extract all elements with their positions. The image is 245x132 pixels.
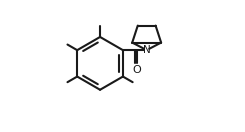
Text: N: N xyxy=(143,45,151,55)
Text: O: O xyxy=(132,65,141,75)
